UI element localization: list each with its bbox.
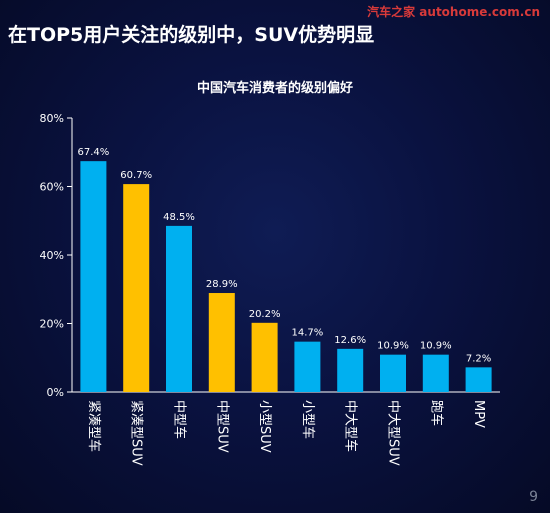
y-tick-label: 0% bbox=[47, 386, 64, 399]
data-label: 48.5% bbox=[163, 212, 195, 223]
bar bbox=[166, 225, 192, 392]
headline: 在TOP5用户关注的级别中，SUV优势明显 bbox=[8, 24, 375, 46]
x-tick-label: 跑车 bbox=[428, 400, 444, 426]
data-label: 10.9% bbox=[377, 341, 409, 352]
x-tick-label: 紧凑型SUV bbox=[129, 400, 144, 466]
page-number: 9 bbox=[529, 489, 538, 505]
x-tick-label: 中大型SUV bbox=[386, 400, 401, 466]
bar bbox=[380, 354, 406, 392]
y-tick-label: 40% bbox=[40, 249, 64, 262]
x-tick-label: 中型车 bbox=[172, 400, 188, 439]
value-labels: 67.4% 60.7% 48.5% 28.9% 20.2% 14.7% 12.6% 10.9%… bbox=[78, 147, 492, 364]
x-tick-label: 中大型车 bbox=[343, 400, 359, 452]
chart-title: 中国汽车消费者的级别偏好 bbox=[196, 81, 353, 96]
data-label: 28.9% bbox=[206, 279, 238, 290]
bar bbox=[208, 293, 235, 392]
bars bbox=[80, 161, 492, 392]
bar bbox=[123, 184, 150, 392]
x-tick-label: 紧凑型车 bbox=[86, 400, 102, 452]
bar bbox=[294, 341, 321, 392]
bar bbox=[80, 161, 107, 392]
data-label: 20.2% bbox=[249, 309, 281, 320]
x-tick-label: MPV bbox=[471, 400, 486, 428]
data-label: 12.6% bbox=[334, 335, 366, 346]
x-tick-label: 中型SUV bbox=[214, 400, 229, 453]
bar bbox=[465, 367, 492, 392]
x-axis-labels: 紧凑型车 紧凑型SUV 中型车 中型SUV 小型SUV 小型车 中大型车 中大型SUV 跑车 MP… bbox=[86, 400, 486, 466]
bar bbox=[422, 354, 449, 392]
data-label: 14.7% bbox=[292, 328, 324, 339]
data-label: 67.4% bbox=[78, 147, 110, 158]
y-tick-label: 60% bbox=[40, 181, 64, 194]
bar bbox=[337, 348, 364, 392]
y-tick-label: 80% bbox=[40, 112, 64, 125]
data-label: 10.9% bbox=[420, 341, 452, 352]
data-label: 60.7% bbox=[120, 170, 152, 181]
bar bbox=[251, 322, 278, 392]
watermark: 汽车之家 autohome.com.cn bbox=[367, 5, 540, 19]
x-tick-label: 小型SUV bbox=[257, 400, 272, 453]
data-label: 7.2% bbox=[466, 353, 491, 364]
x-tick-label: 小型车 bbox=[300, 400, 316, 439]
y-tick-label: 20% bbox=[40, 318, 64, 331]
